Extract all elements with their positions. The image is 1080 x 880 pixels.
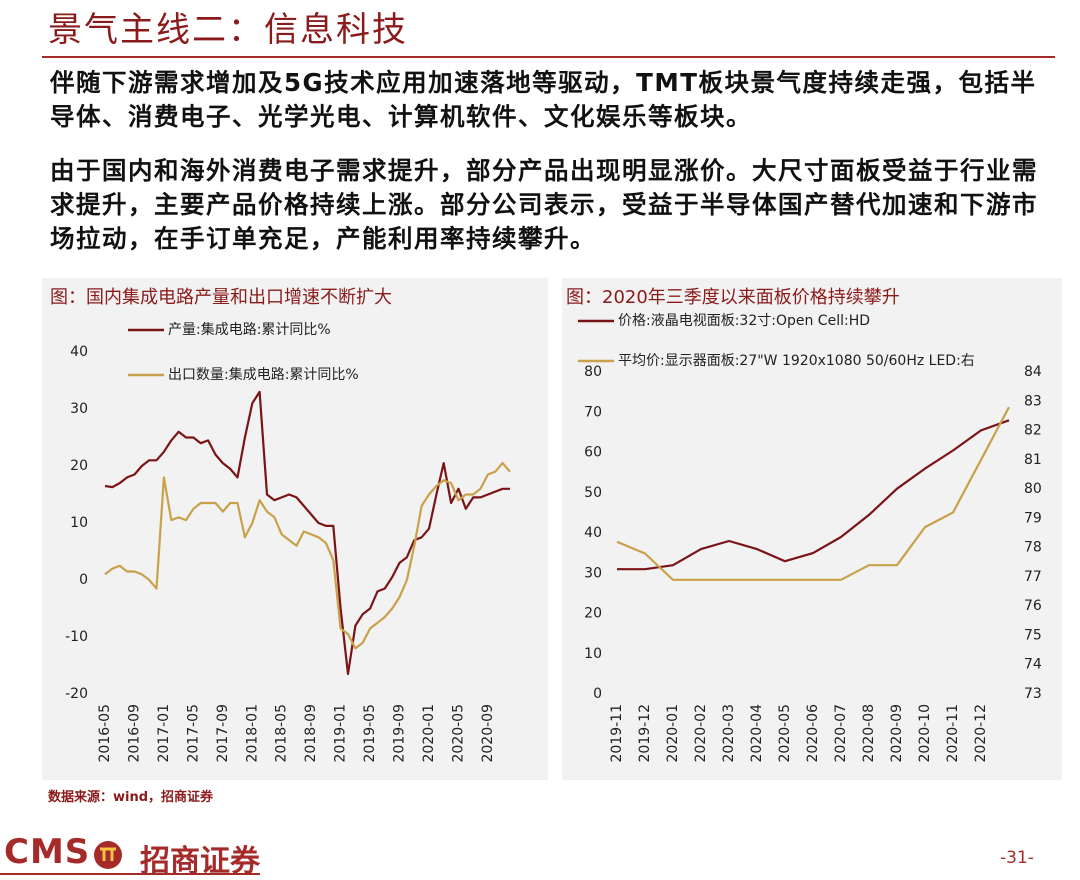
x-tick-label: 2019-09 — [392, 704, 408, 763]
x-tick-label: 2020-09 — [889, 704, 905, 763]
x-tick-label: 2020-06 — [805, 704, 821, 763]
x-tick-label: 2016-09 — [126, 704, 142, 763]
y2-tick-label: 78 — [1024, 540, 1042, 556]
y2-tick-label: 84 — [1024, 364, 1042, 380]
data-line — [104, 390, 510, 676]
y-tick-label: -20 — [65, 686, 88, 702]
x-tick-label: 2020-05 — [777, 704, 793, 763]
x-tick-label: 2020-01 — [421, 704, 437, 763]
data-line — [616, 406, 1010, 581]
x-tick-label: 2020-08 — [861, 704, 877, 763]
y-tick-label: 0 — [79, 572, 88, 588]
x-tick-label: 2017-01 — [156, 704, 172, 763]
page-number: -31- — [1000, 848, 1034, 868]
y-tick-label: 80 — [584, 364, 602, 380]
y-tick-label: 70 — [584, 404, 602, 420]
y2-tick-label: 79 — [1024, 510, 1042, 526]
x-tick-label: 2020-07 — [833, 704, 849, 763]
y2-tick-label: 75 — [1024, 627, 1042, 643]
x-tick-label: 2018-01 — [244, 704, 260, 763]
x-tick-label: 2018-05 — [274, 704, 290, 763]
y-tick-label: 60 — [584, 445, 602, 461]
x-tick-label: 2020-03 — [721, 704, 737, 763]
x-tick-label: 2017-05 — [185, 704, 201, 763]
y2-tick-label: 83 — [1024, 393, 1042, 409]
y-tick-label: 40 — [584, 525, 602, 541]
legend-label: 产量:集成电路:累计同比% — [168, 321, 331, 338]
y-tick-label: 10 — [70, 515, 88, 531]
x-tick-label: 2020-05 — [450, 704, 466, 763]
y2-tick-label: 76 — [1024, 598, 1042, 614]
y-tick-label: 30 — [584, 565, 602, 581]
x-tick-label: 2020-04 — [749, 704, 765, 763]
logo-text: CMS — [4, 832, 91, 872]
data-line — [104, 462, 511, 650]
y-tick-label: 20 — [70, 458, 88, 474]
chart-panel — [562, 278, 1062, 780]
y-tick-label: 40 — [70, 344, 88, 360]
y-tick-label: 50 — [584, 485, 602, 501]
title-rule — [42, 56, 1055, 58]
legend-label: 平均价:显示器面板:27"W 1920x1080 50/60Hz LED:右 — [618, 353, 975, 369]
x-tick-label: 2019-12 — [637, 704, 653, 763]
y-tick-label: 0 — [593, 686, 602, 702]
x-tick-label: 2020-11 — [945, 704, 961, 763]
y2-tick-label: 82 — [1024, 423, 1042, 439]
y2-tick-label: 73 — [1024, 686, 1042, 702]
y-tick-label: 30 — [70, 401, 88, 417]
y2-tick-label: 81 — [1024, 452, 1042, 468]
source-note: 数据来源：wind，招商证券 — [48, 790, 214, 805]
x-tick-label: 2020-09 — [480, 704, 496, 763]
x-tick-label: 2019-01 — [333, 704, 349, 763]
x-tick-label: 2017-09 — [215, 704, 231, 763]
y2-tick-label: 74 — [1024, 657, 1042, 673]
chart-title: 图：2020年三季度以来面板价格持续攀升 — [566, 287, 900, 308]
x-tick-label: 2020-02 — [693, 704, 709, 763]
y-tick-label: -10 — [65, 629, 88, 645]
x-tick-label: 2019-11 — [609, 704, 625, 763]
legend-label: 出口数量:集成电路:累计同比% — [168, 366, 359, 383]
y-tick-label: 20 — [584, 606, 602, 622]
paragraph: 伴随下游需求增加及5G技术应用加速落地等驱动，TMT板块景气度持续走强，包括半导… — [50, 68, 1037, 131]
y-tick-label: 10 — [584, 646, 602, 662]
legend-label: 价格:液晶电视面板:32寸:Open Cell:HD — [618, 313, 870, 329]
y2-tick-label: 77 — [1024, 569, 1042, 585]
chart-title: 图：国内集成电路产量和出口增速不断扩大 — [50, 287, 392, 308]
x-tick-label: 2016-05 — [97, 704, 113, 763]
x-tick-label: 2020-12 — [973, 704, 989, 763]
page-title: 景气主线二：信息科技 — [48, 10, 408, 50]
x-tick-label: 2018-09 — [303, 704, 319, 763]
data-line — [617, 419, 1010, 571]
company-name: 招商证券 — [140, 844, 260, 879]
x-tick-label: 2020-10 — [917, 704, 933, 763]
chart-panel — [42, 278, 548, 780]
x-tick-label: 2019-05 — [362, 704, 378, 763]
y2-tick-label: 80 — [1024, 481, 1042, 497]
x-tick-label: 2020-01 — [665, 704, 681, 763]
paragraph: 由于国内和海外消费电子需求提升，部分产品出现明显涨价。大尺寸面板受益于行业需求提… — [50, 156, 1038, 253]
